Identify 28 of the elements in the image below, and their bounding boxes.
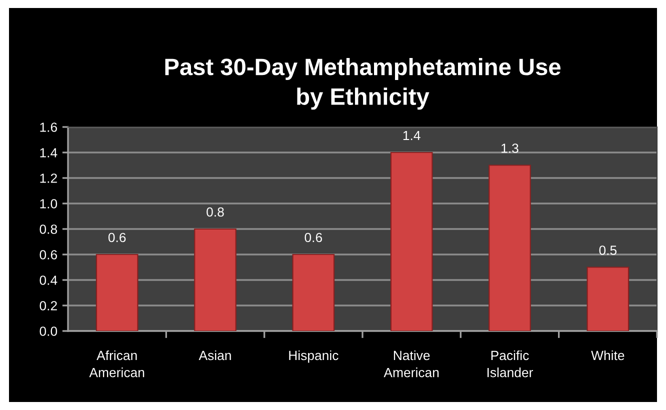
- y-tick-label: 0.4: [40, 276, 58, 285]
- bar: [292, 254, 335, 331]
- x-tick-label: African American: [89, 350, 144, 378]
- data-label: 1.3: [502, 144, 518, 153]
- y-tick-label: 1.6: [40, 122, 58, 132]
- bar: [390, 152, 433, 331]
- y-tick-label: 0.6: [40, 250, 58, 260]
- y-tick-label: 0.8: [40, 224, 58, 234]
- bar: [96, 254, 138, 331]
- y-tick-label: 0.2: [40, 301, 57, 310]
- bar: [194, 228, 236, 331]
- x-tick-label: White: [591, 350, 624, 360]
- data-label: 1.4: [403, 130, 420, 140]
- y-tick-label: 1.4: [40, 148, 58, 158]
- x-tick-label: Hispanic: [289, 350, 338, 363]
- chart-title: Past 30-Day Methamphetamine Use by Ethnicity: [165, 58, 561, 110]
- data-label: 0.8: [206, 207, 224, 217]
- bar: [488, 164, 531, 331]
- x-tick-label: Pacific Islander: [488, 350, 534, 378]
- data-label: 0.5: [599, 246, 617, 255]
- y-tick-label: 1.2: [40, 174, 57, 183]
- y-tick-label: 1.0: [40, 199, 58, 208]
- bar: [586, 266, 630, 331]
- x-tick-label: Asian: [198, 350, 231, 360]
- data-label: 0.6: [304, 232, 322, 242]
- x-tick-label: Native American: [384, 350, 439, 378]
- y-tick-label: 0.0: [40, 326, 58, 336]
- data-label: 0.6: [108, 232, 126, 242]
